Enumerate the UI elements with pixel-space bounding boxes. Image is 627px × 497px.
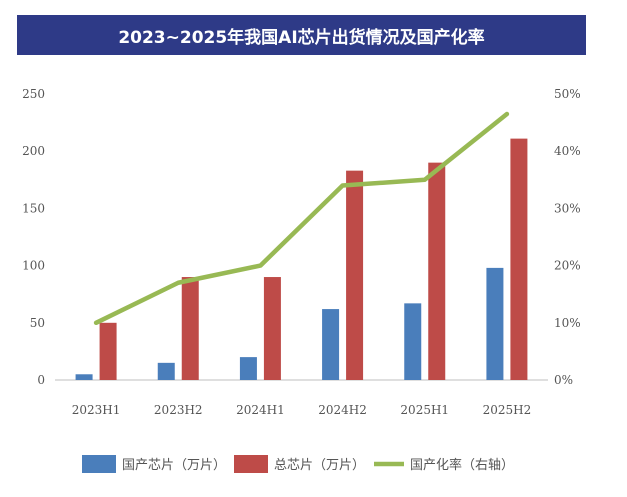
y-left-tick-label: 200 bbox=[22, 144, 45, 158]
bar-total bbox=[428, 162, 446, 380]
bar-domestic bbox=[486, 267, 504, 380]
legend-swatch bbox=[234, 455, 268, 473]
legend: 国产芯片（万片） 总芯片（万片） 国产化率（右轴） bbox=[82, 455, 514, 473]
y-right-tick-label: 10% bbox=[554, 316, 581, 330]
bar-domestic bbox=[322, 309, 340, 380]
bar-total bbox=[510, 138, 528, 380]
bar-total bbox=[99, 322, 117, 380]
rate-series-line bbox=[93, 111, 510, 326]
x-tick-label: 2024H2 bbox=[318, 403, 367, 417]
y-right-tick-label: 20% bbox=[554, 259, 581, 273]
y-right-tick-label: 50% bbox=[554, 87, 581, 101]
y-left-tick-label: 0 bbox=[37, 373, 45, 387]
x-tick-label: 2025H1 bbox=[400, 403, 449, 417]
y-left-tick-label: 100 bbox=[22, 259, 45, 273]
x-tick-label: 2024H1 bbox=[236, 403, 285, 417]
y-right-tick-label: 30% bbox=[554, 201, 581, 215]
legend-swatch bbox=[82, 455, 116, 473]
legend-label: 总芯片（万片） bbox=[274, 458, 365, 473]
bar-domestic bbox=[239, 357, 257, 380]
x-tick-label: 2023H2 bbox=[154, 403, 203, 417]
y-left-tick-label: 50 bbox=[30, 316, 45, 330]
bar-domestic bbox=[404, 303, 422, 380]
x-tick-label: 2025H2 bbox=[483, 403, 532, 417]
chart-title: 2023~2025年我国AI芯片出货情况及国产化率 bbox=[17, 15, 586, 55]
bars bbox=[75, 138, 528, 380]
y-right-tick-label: 0% bbox=[554, 373, 573, 387]
bar-domestic bbox=[157, 362, 175, 380]
legend-label: 国产芯片（万片） bbox=[122, 458, 226, 473]
axes: 0 50 100 150 200 250 0% 10% 20% 30% 40% 50% 2023H1 20… bbox=[22, 87, 581, 417]
y-left-tick-label: 250 bbox=[22, 87, 45, 101]
bar-total bbox=[181, 277, 199, 380]
rate-line bbox=[93, 111, 510, 326]
legend-label: 国产化率（右轴） bbox=[410, 457, 514, 473]
y-right-tick-label: 40% bbox=[554, 144, 581, 158]
bar-domestic bbox=[75, 374, 93, 380]
bar-total bbox=[263, 277, 281, 380]
y-left-tick-label: 150 bbox=[22, 201, 45, 215]
bar-total bbox=[346, 170, 364, 380]
x-tick-label: 2023H1 bbox=[72, 403, 121, 417]
